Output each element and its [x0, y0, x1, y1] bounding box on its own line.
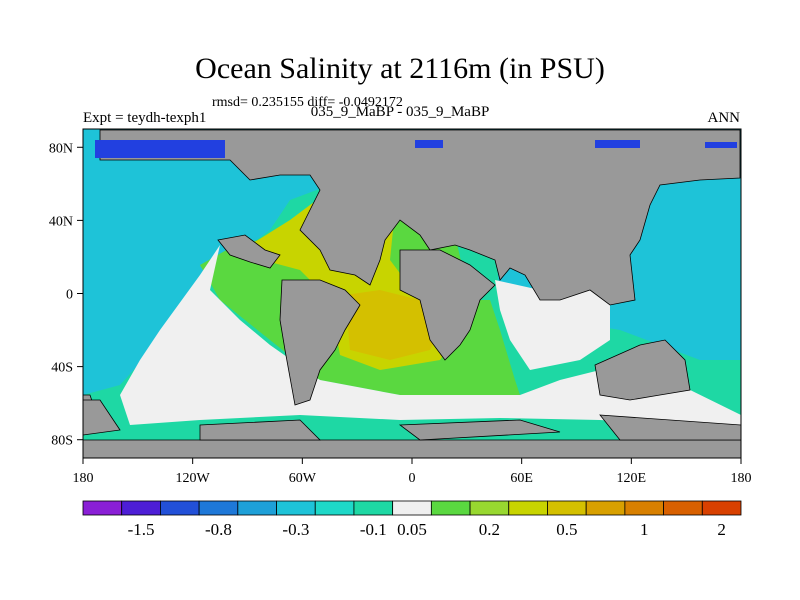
colorbar-swatch [508, 500, 548, 516]
period-label: 035_9_MaBP - 035_9_MaBP [310, 104, 490, 120]
lon-tick-label: 60E [510, 471, 533, 486]
colorbar-label: 2 [717, 520, 726, 539]
colorbar-label: 0.5 [556, 520, 577, 539]
colorbar-swatch [160, 500, 200, 516]
experiment-label: Expt = teydh-texph1 [83, 110, 207, 126]
colorbar-swatch [198, 500, 239, 516]
colorbar-swatch [314, 500, 355, 516]
colorbar-label: -0.3 [282, 520, 309, 539]
colorbar-swatch [392, 500, 432, 516]
longitude-ticks: 180 120W 60W 0 60E 120E 180 [73, 458, 752, 486]
lon-tick-label: 180 [73, 471, 94, 486]
colorbar-swatch [82, 500, 123, 516]
colorbar-swatch [121, 500, 161, 516]
arctic-blue-patches [95, 140, 737, 158]
lon-tick-label: 120W [176, 471, 211, 486]
lon-tick-label: 0 [409, 471, 416, 486]
stats-readout: rmsd= 0.235155 diff= -0.0492172 [212, 95, 403, 110]
lat-tick-label: 40N [49, 214, 73, 229]
colorbar-swatch [663, 500, 703, 516]
colorbar-label: -1.5 [128, 520, 155, 539]
colorbar-swatch [585, 500, 626, 516]
colorbar-label: 0.05 [397, 520, 427, 539]
colorbar-swatch [701, 500, 742, 516]
colorbar-label: -0.8 [205, 520, 232, 539]
colorbar-swatch [547, 500, 587, 516]
lat-tick-label: 0 [66, 288, 73, 303]
colorbar: -1.5 -0.8 -0.3 -0.1 0.05 0.2 0.5 1 2 [82, 500, 742, 539]
ocean-gold-region [345, 290, 440, 360]
lat-tick-label: 80S [51, 434, 73, 449]
colorbar-label: -0.1 [360, 520, 387, 539]
lon-tick-label: 60W [289, 471, 317, 486]
ocean-white-indian [495, 280, 610, 370]
colorbar-swatch [276, 500, 316, 516]
land-masses [83, 129, 741, 458]
map-field [83, 129, 741, 458]
colorbar-swatch [624, 500, 664, 516]
colorbar-label: 1 [640, 520, 649, 539]
colorbar-swatch [353, 500, 394, 516]
ocean-white-region [120, 245, 741, 430]
latitude-ticks: 80N 40N 0 40S 80S [49, 141, 83, 449]
colorbar-label: 0.2 [479, 520, 500, 539]
plot-title: Ocean Salinity at 2116m (in PSU) [195, 52, 605, 85]
colorbar-swatch [430, 500, 471, 516]
lon-tick-label: 180 [731, 471, 752, 486]
colorbar-swatch [469, 500, 510, 516]
lat-tick-label: 40S [51, 361, 73, 376]
colorbar-swatch [237, 500, 277, 516]
season-label: ANN [707, 110, 741, 126]
lon-tick-label: 120E [617, 471, 647, 486]
lat-tick-label: 80N [49, 141, 73, 156]
